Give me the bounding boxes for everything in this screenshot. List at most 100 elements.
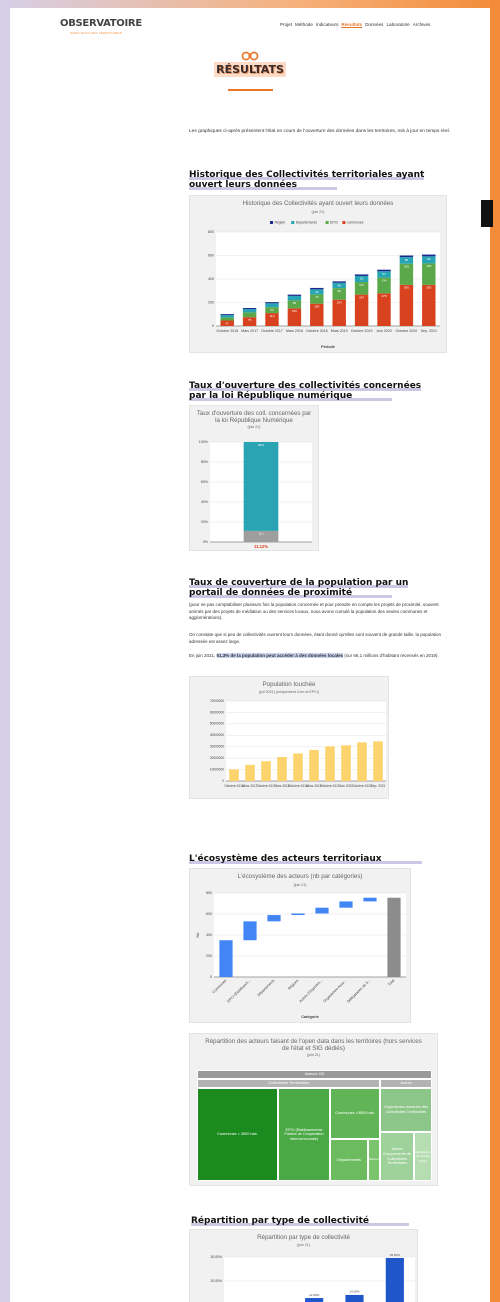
y-tick-label: 10000000: [210, 767, 224, 771]
text: En juin 2021,: [189, 653, 217, 658]
bar: [332, 288, 346, 300]
nav-link[interactable]: Données: [365, 22, 384, 27]
bar: [357, 742, 367, 781]
bar: [345, 1294, 364, 1302]
x-tick-label: Octobre 2018: [306, 329, 328, 333]
highlight: 51,3% de la population peut accéder à de…: [216, 653, 344, 658]
bar-label: 224: [337, 300, 342, 304]
y-tick-label: 0: [212, 324, 214, 328]
legend-label: communes: [347, 221, 364, 225]
chart-title: Historique des Collectivités ayant ouver…: [242, 200, 394, 207]
y-tick-label: 20,00%: [211, 1279, 223, 1283]
nav-link[interactable]: Résultats: [341, 22, 363, 28]
bar: [242, 308, 257, 310]
bar-label: 54: [382, 272, 386, 276]
bar: [399, 255, 414, 258]
bar-label: 60: [427, 257, 431, 261]
bar: [245, 764, 255, 781]
bar: [261, 761, 271, 781]
bar: [287, 294, 302, 296]
legend-swatch: [325, 221, 329, 224]
bar-label: 183: [426, 264, 431, 268]
x-tick-label: Organismes Asso...: [323, 979, 348, 1004]
logo[interactable]: OBSERVATOIRE: [60, 18, 142, 29]
y-tick-label: 30000000: [210, 745, 224, 749]
x-tick-label: Octobre 2016: [216, 329, 238, 333]
bar: [243, 530, 279, 542]
text: (sur 66,1 millions d'habitant recensés e…: [343, 653, 439, 658]
y-tick-label: 200: [208, 300, 214, 304]
y-tick-label: 800: [208, 230, 214, 234]
right-border: [490, 0, 500, 1302]
x-tick-label: Mars 2017: [242, 784, 257, 788]
bar: [310, 289, 324, 295]
treemap-leaf[interactable]: EPCI (Établissements Publics de Coopérat…: [278, 1088, 330, 1181]
y-tick-label: 400: [206, 933, 212, 937]
bar: [265, 303, 279, 308]
bar-label: 46: [338, 284, 342, 288]
bar: [287, 300, 302, 309]
x-tick-label: Mars 2017: [241, 329, 258, 333]
treemap-leaf[interactable]: Départements: [330, 1139, 368, 1181]
x-tick-label: Total: [387, 978, 395, 986]
treemap-group[interactable]: Collectivités Territoriales: [197, 1079, 380, 1088]
title-underline: [228, 89, 273, 91]
nav-link[interactable]: Indicateurs: [315, 22, 339, 27]
x-tick-label: Octobre 2017: [261, 329, 283, 333]
nav-link[interactable]: Laboratoire: [386, 22, 410, 27]
y-tick-label: 100%: [199, 440, 209, 444]
nav-link[interactable]: Méthode: [295, 22, 313, 27]
nav-link[interactable]: Projet: [280, 22, 293, 27]
legend-label: Départements: [296, 221, 318, 225]
nav-link[interactable]: Archives: [412, 22, 431, 27]
bar-label: 47: [226, 321, 230, 325]
bar: [332, 281, 346, 283]
bar: [293, 753, 303, 781]
x-tick-label: Communes: [212, 978, 228, 994]
treemap-group[interactable]: Autres: [380, 1079, 432, 1088]
chart-card: Taux d'ouverture des coll. concernées pa…: [189, 405, 319, 551]
heading-text: Taux d'ouverture des collectivités conce…: [189, 381, 422, 401]
x-tick-label: EPCI (Établissem...: [226, 978, 252, 1004]
y-tick-label: 200: [206, 954, 212, 958]
bar-label: 98: [338, 289, 342, 293]
chart-subtitle: (juil 2021) (uniquement Com et EPCI): [259, 690, 319, 694]
chart-title: Taux d'ouverture des coll. concernées pa…: [196, 410, 312, 424]
x-tick-label: Sep. 2021: [421, 329, 437, 333]
treemap-leaf[interactable]: Régions: [368, 1139, 380, 1181]
legend-swatch: [270, 221, 273, 224]
section-heading: Taux d'ouverture des collectivités conce…: [189, 381, 439, 401]
nav: Projet Méthode Indicateurs Résultats Don…: [280, 22, 430, 28]
y-tick-label: 60%: [201, 480, 209, 484]
treemap-leaf[interactable]: Autres Groupements de Collectivités Terr…: [380, 1132, 414, 1181]
heading-text: L'écosystème des acteurs territoriaux: [189, 854, 422, 864]
bar: [377, 293, 391, 326]
y-tick-label: 80%: [201, 460, 209, 464]
legend-label: Région: [275, 221, 286, 225]
bar: [242, 317, 257, 326]
legend-label: EPCI: [330, 221, 338, 225]
treemap-root[interactable]: Acteurs OD: [197, 1070, 432, 1079]
bar: [387, 897, 401, 977]
bar: [265, 307, 279, 314]
y-tick-label: 0: [210, 975, 212, 979]
chart-card: Historique des Collectivités ayant ouver…: [189, 195, 447, 353]
x-tick-label: Octobre 2018: [288, 784, 308, 788]
bar: [422, 254, 436, 257]
bar: [265, 313, 279, 326]
bar: [277, 757, 287, 781]
intro: Les graphiques ci-après présentent l'éta…: [189, 129, 451, 134]
heading-text: Taux de couverture de la population par …: [189, 578, 409, 598]
y-tick-label: 60000000: [210, 710, 224, 714]
bar-label: 350: [426, 286, 431, 290]
x-tick-label: Délégataires de S...: [346, 979, 371, 1004]
treemap-leaf[interactable]: Communes >3500 hab.: [330, 1088, 380, 1139]
chart-card: L'écosystème des acteurs (nb par catégor…: [189, 868, 411, 1023]
treemap-leaf[interactable]: Communes < 3500 hab.: [197, 1088, 278, 1181]
side-tab[interactable]: [481, 200, 493, 227]
treemap-leaf[interactable]: Organismes Associés des Collectivités Te…: [380, 1088, 432, 1132]
bar: [219, 940, 233, 977]
treemap-leaf[interactable]: Délégataires de Service Public: [414, 1132, 432, 1181]
bar: [422, 263, 436, 285]
